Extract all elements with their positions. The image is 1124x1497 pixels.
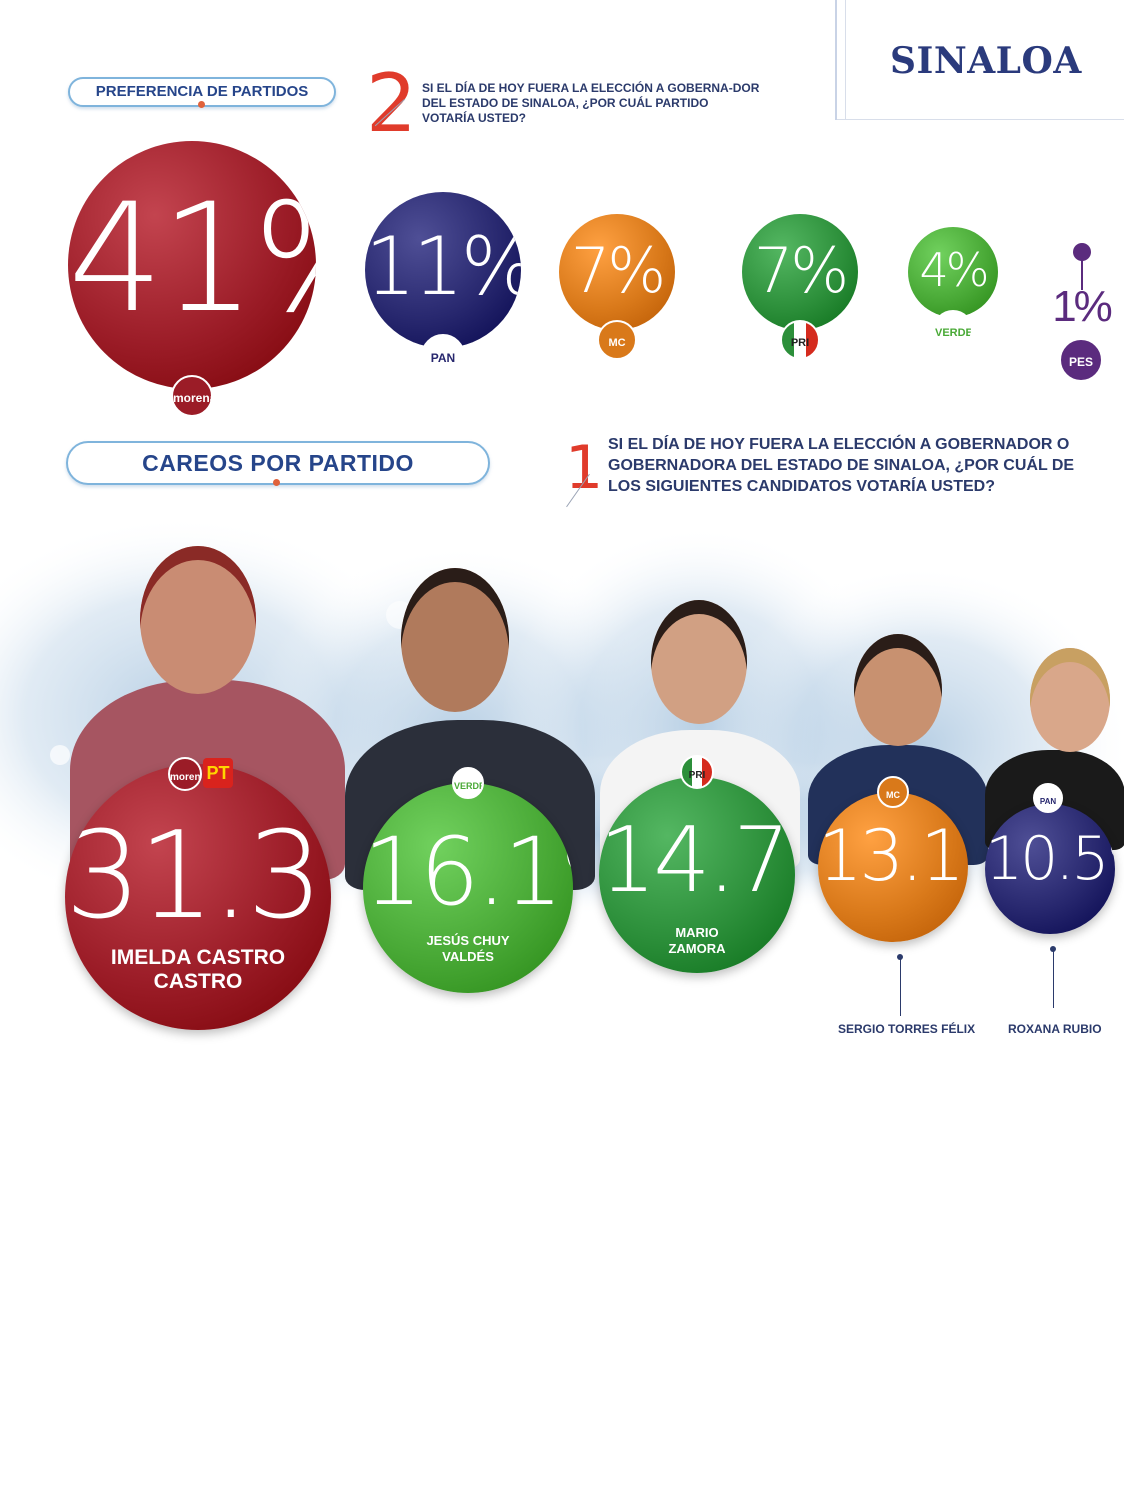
candidate-name: JESÚS CHUY VALDÉS: [363, 933, 573, 965]
party-logo-text: PRI: [790, 337, 810, 349]
party-logo-text: PAN: [1039, 797, 1057, 806]
leader-dot: [1050, 946, 1056, 952]
party-percentage: 7%: [753, 233, 849, 307]
candidate-percentage: 14.7%: [599, 807, 795, 913]
party-logo-pes: PES: [1059, 338, 1103, 382]
party-logo-movimiento-ciudadano: MC: [597, 320, 637, 360]
party-logo-verde: VERDE: [933, 310, 973, 350]
party-logo-text: morena: [173, 391, 213, 405]
pes-leader-dot: [1073, 243, 1091, 261]
party-percentage: 41%: [68, 172, 316, 346]
candidate-name-line: JESÚS CHUY: [426, 933, 510, 948]
party-logo-text: MC: [608, 337, 626, 349]
pes-leader-line: [1081, 258, 1083, 290]
candidate-name-line: IMELDA CASTRO: [110, 946, 286, 969]
state-title: SINALOA: [890, 40, 1082, 82]
party-bubble: 11%: [365, 192, 521, 348]
party-logo-text: PES: [1068, 355, 1093, 369]
party-logo-morena: morena: [168, 757, 202, 791]
party-logo-pt: PT: [203, 758, 233, 788]
leader-line: [900, 958, 901, 1016]
party-logo-text: PAN: [430, 351, 456, 365]
party-logo-pan: PAN: [421, 334, 465, 378]
pill-dot: [273, 479, 280, 486]
candidate-name: IMELDA CASTRO CASTRO: [65, 946, 331, 994]
candidate-percentage: 16.1%: [363, 817, 573, 927]
candidate-percentage: 10.5%: [985, 824, 1115, 894]
candidate-name: MARIO ZAMORA: [599, 925, 795, 957]
party-percentage: 11%: [365, 220, 521, 314]
candidate-name-line: MARIO: [675, 925, 719, 940]
candidate-percentage: 13.1%: [818, 814, 968, 897]
section-pill-careos: CAREOS POR PARTIDO: [66, 441, 490, 485]
candidate-portrait-head: [1030, 648, 1110, 752]
pill-dot: [198, 101, 205, 108]
candidate-percentage: 31.3%: [65, 807, 331, 946]
candidate-name-line: VALDÉS: [442, 949, 494, 964]
party-logo-movimiento-ciudadano: MC: [877, 776, 909, 808]
party-percentage: 1%: [1052, 282, 1113, 331]
party-logo-text: PRI: [688, 770, 706, 781]
candidate-bubble: 10.5%: [985, 804, 1115, 934]
candidate-portrait-head: [401, 568, 509, 712]
candidate-portrait-head: [651, 600, 747, 724]
question-number: 2: [366, 57, 417, 150]
party-logo-text: VERDE: [935, 327, 973, 339]
party-logo-text: morena: [170, 772, 201, 783]
candidate-name-line: CASTRO: [153, 970, 243, 993]
question-text: SI EL DÍA DE HOY FUERA LA ELECCIÓN A GOB…: [608, 436, 1075, 495]
party-logo-text: MC: [886, 790, 900, 800]
party-logo-verde: VERDE: [452, 767, 484, 799]
party-logo-pri: PRI: [680, 755, 714, 789]
candidate-portrait-head: [854, 634, 942, 746]
question-number: 1: [565, 433, 604, 503]
candidate-name-external: SERGIO TORRES FÉLIX: [838, 1022, 976, 1036]
leader-dot: [897, 954, 903, 960]
candidate-bubble: 13.1%: [818, 792, 968, 942]
party-bubble: 7%: [742, 214, 858, 330]
party-percentage: 7%: [570, 233, 666, 307]
party-logo-pri: PRI: [780, 320, 820, 360]
party-percentage: 4%: [919, 243, 990, 298]
state-header-box: [835, 0, 1124, 120]
party-logo-pan: PAN: [1033, 783, 1063, 813]
party-bubble: 4%: [908, 227, 998, 317]
candidate-portrait-head: [140, 546, 256, 694]
candidate-name-external: ROXANA RUBIO: [1008, 1022, 1102, 1036]
leader-line: [1053, 950, 1054, 1008]
candidate-name-line: ZAMORA: [668, 941, 726, 956]
party-logo-text: VERDE: [454, 781, 484, 791]
question-text: SI EL DÍA DE HOY FUERA LA ELECCIÓN A GOB…: [422, 81, 760, 125]
party-bubble: 41%: [68, 141, 316, 389]
party-logo-morena: morena: [171, 375, 213, 417]
party-bubble: 7%: [559, 214, 675, 330]
